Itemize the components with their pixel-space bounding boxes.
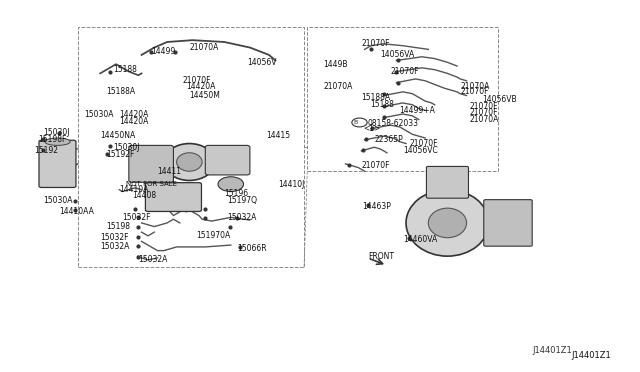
Text: 14420A: 14420A bbox=[186, 82, 216, 91]
Text: 21070A: 21070A bbox=[460, 82, 490, 91]
Text: 15198: 15198 bbox=[106, 222, 131, 231]
Text: 14499: 14499 bbox=[151, 47, 175, 56]
Text: <1>: <1> bbox=[364, 124, 381, 133]
Text: 15030A: 15030A bbox=[84, 109, 114, 119]
Text: 14056VA: 14056VA bbox=[381, 51, 415, 60]
Text: 14408: 14408 bbox=[132, 191, 156, 200]
FancyBboxPatch shape bbox=[129, 145, 173, 182]
Text: 15188A: 15188A bbox=[362, 93, 390, 102]
Text: J14401Z1: J14401Z1 bbox=[572, 350, 611, 360]
Text: 15032A: 15032A bbox=[100, 243, 129, 251]
Text: 14410J: 14410J bbox=[278, 180, 305, 189]
Ellipse shape bbox=[406, 190, 489, 256]
Text: 15198F: 15198F bbox=[38, 135, 67, 144]
Text: 14415: 14415 bbox=[266, 131, 290, 140]
Text: 21070F: 21070F bbox=[390, 67, 419, 76]
Text: 14460VA: 14460VA bbox=[403, 235, 437, 244]
Text: 14499+A: 14499+A bbox=[399, 106, 436, 115]
Text: 14056VB: 14056VB bbox=[483, 95, 517, 104]
Text: 15032A: 15032A bbox=[138, 255, 168, 264]
Ellipse shape bbox=[164, 144, 215, 180]
Text: NOT FOR SALE: NOT FOR SALE bbox=[125, 181, 177, 187]
Text: 1449B: 1449B bbox=[323, 60, 348, 69]
Text: 14056V: 14056V bbox=[246, 58, 276, 67]
Text: 21070F: 21070F bbox=[362, 161, 390, 170]
Ellipse shape bbox=[177, 153, 202, 171]
Text: 15197Q: 15197Q bbox=[228, 196, 258, 205]
Text: 15066R: 15066R bbox=[237, 244, 267, 253]
Text: 15032F: 15032F bbox=[100, 233, 129, 242]
Text: 14410A: 14410A bbox=[119, 185, 148, 194]
FancyBboxPatch shape bbox=[145, 183, 202, 211]
Ellipse shape bbox=[218, 177, 244, 192]
FancyBboxPatch shape bbox=[205, 145, 250, 175]
Text: J14401Z1: J14401Z1 bbox=[532, 346, 572, 355]
Text: 21070F: 21070F bbox=[362, 39, 390, 48]
Text: 15192: 15192 bbox=[35, 147, 58, 155]
Text: 14410AA: 14410AA bbox=[59, 207, 93, 217]
Text: 14411: 14411 bbox=[157, 167, 182, 176]
Text: 15196: 15196 bbox=[225, 189, 248, 198]
Text: 15030J: 15030J bbox=[43, 128, 69, 137]
Text: 14420A: 14420A bbox=[119, 117, 148, 126]
Ellipse shape bbox=[45, 138, 70, 145]
Text: 21070A: 21070A bbox=[323, 82, 353, 91]
Text: 14463P: 14463P bbox=[363, 202, 392, 211]
Text: 14420A: 14420A bbox=[119, 109, 148, 119]
FancyBboxPatch shape bbox=[39, 140, 76, 187]
FancyBboxPatch shape bbox=[484, 200, 532, 246]
Text: 15032A: 15032A bbox=[228, 213, 257, 222]
Text: 21070F: 21070F bbox=[460, 87, 489, 96]
Text: 21070F: 21070F bbox=[183, 76, 211, 85]
Text: B: B bbox=[353, 120, 358, 125]
Text: 14056VC: 14056VC bbox=[403, 147, 438, 155]
Text: FRONT: FRONT bbox=[368, 251, 394, 261]
Text: 15188: 15188 bbox=[113, 65, 137, 74]
Text: 15030A: 15030A bbox=[43, 196, 72, 205]
FancyBboxPatch shape bbox=[426, 166, 468, 198]
Text: 15192F: 15192F bbox=[106, 150, 135, 159]
Text: 22365P: 22365P bbox=[374, 135, 403, 144]
Text: 21070F: 21070F bbox=[470, 102, 499, 111]
Text: 14450M: 14450M bbox=[189, 91, 220, 100]
Text: 21070A: 21070A bbox=[189, 43, 219, 52]
Text: 15032F: 15032F bbox=[122, 213, 151, 222]
Text: 14450NA: 14450NA bbox=[100, 131, 136, 140]
Text: 151970A: 151970A bbox=[196, 231, 230, 240]
Text: 21070F: 21070F bbox=[409, 139, 438, 148]
Text: 15188: 15188 bbox=[370, 100, 394, 109]
Text: 21070F: 21070F bbox=[470, 108, 499, 118]
Text: 08158-62033: 08158-62033 bbox=[368, 119, 419, 128]
Ellipse shape bbox=[428, 208, 467, 238]
Text: 15188A: 15188A bbox=[106, 87, 136, 96]
Text: 15030J: 15030J bbox=[113, 143, 140, 152]
Text: 21070A: 21070A bbox=[470, 115, 499, 124]
